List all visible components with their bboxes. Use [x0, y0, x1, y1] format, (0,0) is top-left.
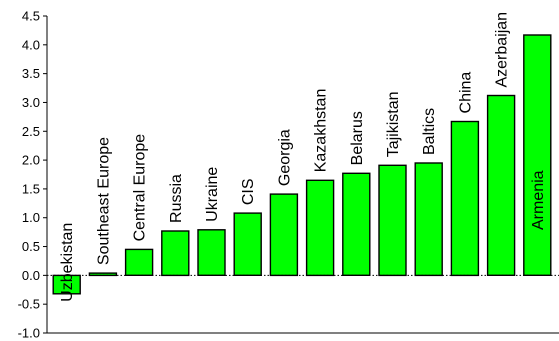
bar [52, 274, 81, 295]
category-label: Russia [168, 174, 185, 223]
category-label: Kazakhstan [313, 89, 330, 173]
category-label: Central Europe [132, 134, 149, 242]
category-label: Armenia [530, 170, 547, 230]
bar [88, 272, 118, 277]
y-tick-label: 1.5 [22, 181, 40, 196]
bar [161, 230, 190, 277]
bar [486, 94, 516, 277]
plot-area: -1.0 -0.5 0.0 0.5 1.0 1.5 2.0 2.5 3.0 3.5 4.0 4.5 Uz… [18, 9, 559, 341]
y-tick-label: 3.0 [22, 95, 40, 110]
bar [342, 172, 371, 277]
category-label: Azerbaijan [494, 12, 511, 88]
y-tick-label: 4.5 [22, 9, 40, 24]
category-label: Ukraine [204, 167, 221, 222]
category-label: Belarus [349, 111, 366, 165]
category-label: China [457, 72, 474, 114]
bar [305, 179, 335, 277]
bar [414, 162, 443, 277]
y-tick-label: 2.0 [22, 153, 40, 168]
y-tick-label: 0.5 [22, 239, 40, 254]
y-tick-label: 3.5 [22, 66, 40, 81]
category-label: Georgia [276, 129, 293, 186]
bar [269, 193, 299, 277]
y-tick-label: 1.0 [22, 210, 40, 225]
bar [233, 212, 262, 277]
bar [378, 164, 407, 277]
y-tick-label: 0.0 [22, 268, 40, 283]
bar [197, 229, 226, 277]
category-label: CIS [240, 178, 257, 205]
bar [124, 248, 154, 276]
category-label: Uzbekistan [59, 223, 76, 302]
category-label: Baltics [421, 108, 438, 155]
y-tick-label: -0.5 [18, 297, 40, 312]
bar [450, 120, 480, 277]
bar [523, 34, 552, 277]
category-label: Tajikistan [385, 91, 402, 157]
y-tick-label: 2.5 [22, 124, 40, 139]
y-tick-label: -1.0 [18, 326, 40, 341]
category-label: Southeast Europe [95, 137, 112, 265]
y-tick-label: 4.0 [22, 37, 40, 52]
